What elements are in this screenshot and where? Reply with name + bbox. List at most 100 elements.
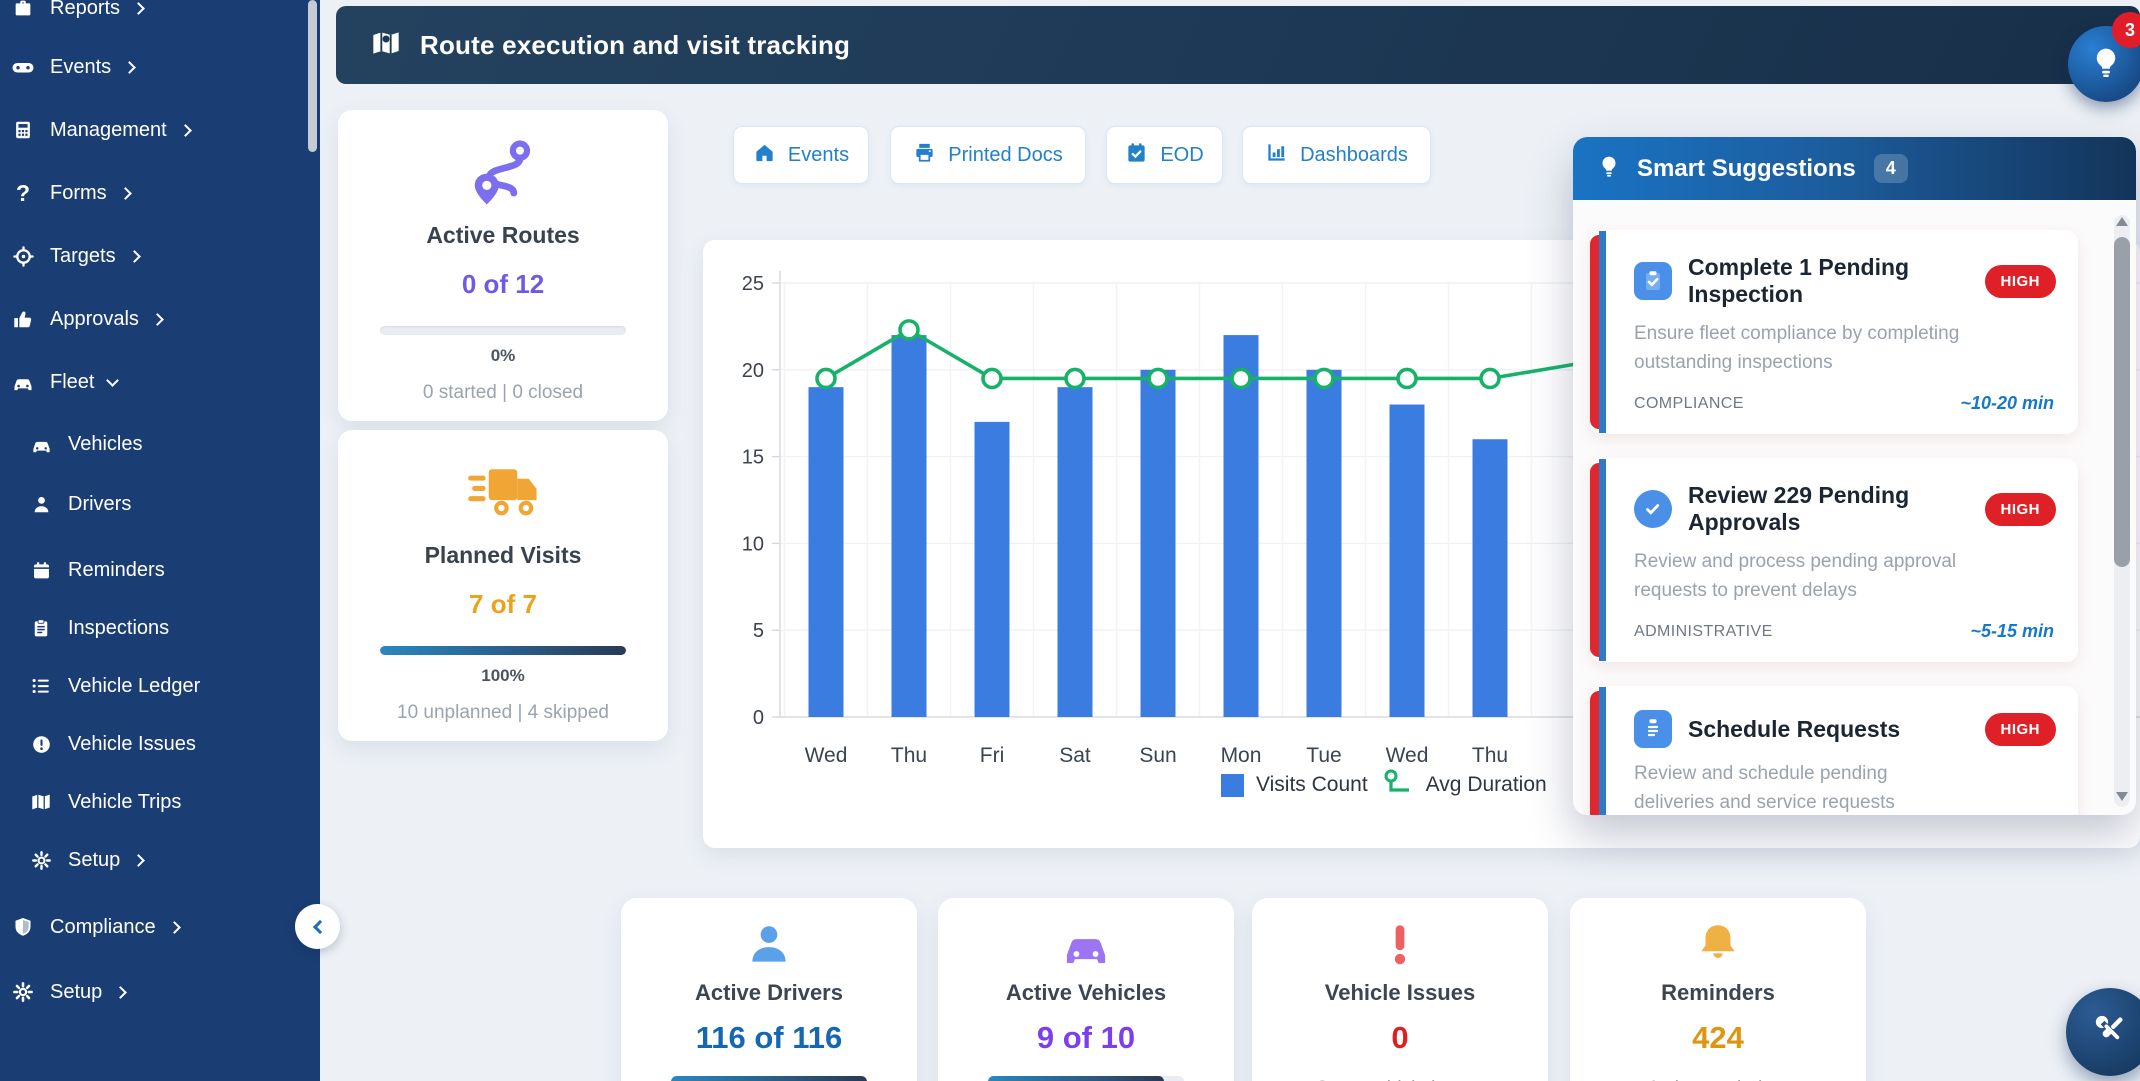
chevron-right-icon [132,853,146,867]
sidebar: Reports Events Management ? Forms Targets… [0,0,320,1081]
lightbulb-icon [1597,154,1621,183]
gear-icon [28,850,54,871]
suggestion-card-inspection[interactable]: Complete 1 Pending Inspection HIGH Ensur… [1590,230,2078,434]
svg-text:Tue: Tue [1306,744,1341,767]
tools-fab[interactable] [2066,988,2140,1076]
category-label: COMPLIANCE [1634,394,1744,412]
svg-text:10: 10 [742,533,764,555]
clipboard-check-icon [1634,262,1672,300]
active-drivers-card: Active Drivers 116 of 116 [621,898,917,1081]
legend-avg-duration[interactable]: Avg Duration [1382,768,1547,802]
active-routes-title: Active Routes [426,222,580,248]
target-icon [10,245,36,268]
sidebar-collapse-button[interactable] [295,904,340,949]
svg-text:15: 15 [742,447,764,469]
svg-text:Fri: Fri [980,744,1005,767]
category-label: ADMINISTRATIVE [1634,622,1773,640]
printer-icon [913,141,936,170]
active-routes-value: 0 of 12 [461,269,545,299]
planned-visits-subtext: 10 unplanned | 4 skipped [397,702,609,723]
svg-text:20: 20 [742,360,764,382]
suggestion-card-approvals[interactable]: Review 229 Pending Approvals HIGH Review… [1590,458,2078,662]
svg-text:Thu: Thu [1472,744,1508,767]
sidebar-item-drivers[interactable]: Drivers [28,487,131,521]
calendar-check-icon [1125,141,1148,170]
map-icon [370,27,402,64]
active-vehicles-card: Active Vehicles 9 of 10 [938,898,1234,1081]
sidebar-scrollbar-thumb[interactable] [308,0,317,152]
wrench-icon [2089,1009,2131,1056]
check-circle-icon [1634,490,1672,528]
reminders-subtext: Active reminders [1570,1078,1866,1081]
sidebar-item-compliance[interactable]: Compliance [10,910,181,944]
car-icon [938,916,1234,974]
tab-eod[interactable]: EOD [1106,126,1223,184]
tab-printed-docs[interactable]: Printed Docs [890,126,1086,184]
suggestions-title: Smart Suggestions [1637,154,1856,182]
gamepad-icon [10,55,36,79]
planned-visits-title: Planned Visits [424,542,582,568]
vehicle-issues-subtext: Open vehicle issues [1252,1078,1548,1081]
sidebar-item-vehicle-issues[interactable]: Vehicle Issues [28,727,196,761]
time-estimate: ~10-20 min [1960,393,2054,413]
chevron-down-icon [106,373,120,387]
planned-visits-card: Planned Visits 7 of 7 100% 10 unplanned … [338,430,668,741]
time-estimate: ~5-15 min [1970,621,2054,641]
sidebar-item-forms[interactable]: ? Forms [10,176,132,210]
chevron-right-icon [132,1,145,15]
chart-legend: Visits Count Avg Duration [1221,768,1547,802]
clipboard-list-icon [1634,710,1672,748]
svg-text:Mon: Mon [1221,744,1262,767]
sidebar-item-management[interactable]: Management [10,113,192,147]
sidebar-item-vehicles[interactable]: Vehicles [28,427,143,461]
active-routes-card: Active Routes 0 of 12 0% 0 started | 0 c… [338,110,668,421]
planned-visits-progressbar [380,646,626,655]
sidebar-item-reminders[interactable]: Reminders [28,553,165,587]
planned-visits-percent: 100% [481,666,525,685]
calendar-icon [28,560,54,581]
chevron-right-icon [167,920,181,934]
car-icon [28,433,54,456]
chevron-right-icon [118,186,132,200]
suggestion-card-schedule[interactable]: Schedule Requests HIGH Review and schedu… [1590,686,2078,815]
sidebar-item-fleet[interactable]: Fleet [10,365,120,399]
car-icon [10,370,36,394]
tab-dashboards[interactable]: Dashboards [1242,126,1431,184]
calculator-icon [10,119,36,141]
map-icon [28,791,54,813]
home-icon [753,141,776,170]
svg-text:Wed: Wed [805,744,848,767]
planned-visits-value: 7 of 7 [469,589,537,619]
legend-visits-count[interactable]: Visits Count [1221,773,1368,797]
sidebar-item-vehicle-ledger[interactable]: Vehicle Ledger [28,669,200,703]
sidebar-item-targets[interactable]: Targets [10,239,141,273]
scroll-down-icon[interactable] [2116,792,2128,801]
sidebar-item-approvals[interactable]: Approvals [10,302,164,336]
alert-circle-icon [28,734,54,755]
active-routes-progressbar [380,326,626,335]
tab-events[interactable]: Events [733,126,869,184]
person-icon [621,916,917,974]
question-icon: ? [15,179,31,206]
panel-scrollbar-thumb[interactable] [2114,237,2130,567]
scroll-up-icon[interactable] [2116,217,2128,226]
sidebar-item-inspections[interactable]: Inspections [28,611,169,645]
svg-text:Sat: Sat [1059,744,1091,767]
chevron-right-icon [178,123,192,137]
sidebar-item-reports[interactable]: Reports [10,0,145,25]
sidebar-item-fleet-setup[interactable]: Setup [28,843,146,877]
sidebar-item-setup[interactable]: Setup [10,975,128,1009]
sidebar-item-vehicle-trips[interactable]: Vehicle Trips [28,785,181,819]
exclamation-icon [1252,916,1548,974]
truck-icon [338,452,668,534]
active-routes-percent: 0% [490,346,516,365]
person-icon [28,494,54,515]
sidebar-item-events[interactable]: Events [10,50,137,84]
svg-text:0: 0 [753,707,764,729]
suggestions-list: Complete 1 Pending Inspection HIGH Ensur… [1573,200,2136,815]
chevron-right-icon [123,60,137,74]
priority-badge: HIGH [1984,492,2056,526]
priority-badge: HIGH [1984,264,2056,298]
route-icon [338,132,668,214]
suggestions-header: Smart Suggestions 4 [1573,137,2136,200]
